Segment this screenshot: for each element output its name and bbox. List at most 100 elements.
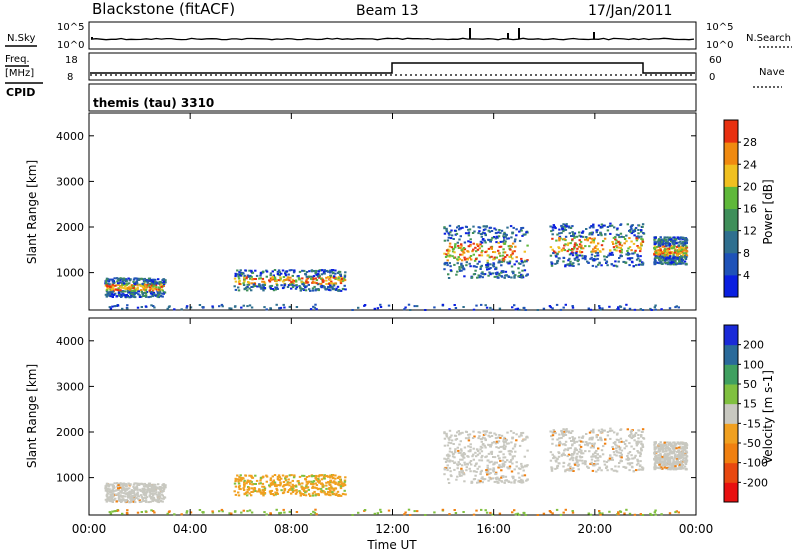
power-cell — [471, 250, 474, 253]
power-cell — [272, 289, 276, 292]
velocity-cell — [633, 513, 637, 516]
power-cell — [576, 260, 580, 263]
power-cell — [134, 296, 137, 299]
velocity-cell — [148, 488, 151, 491]
velocity-cell — [343, 482, 346, 485]
velocity-cell — [459, 452, 462, 454]
velocity-cell — [461, 455, 465, 458]
power-cell — [641, 262, 645, 265]
velocity-cell — [242, 487, 245, 490]
power-cell — [600, 234, 603, 237]
power-cell — [662, 240, 665, 242]
power-cell — [649, 307, 652, 310]
velocity-cell — [670, 455, 673, 458]
power-cell — [552, 224, 555, 227]
noise-spikes — [91, 28, 595, 39]
power-cell — [681, 251, 684, 254]
power-cell — [640, 263, 644, 266]
velocity-cell — [147, 489, 151, 492]
velocity-cell — [129, 483, 132, 486]
power-cell — [616, 246, 619, 249]
velocity-cell — [685, 457, 688, 460]
power-cell — [467, 232, 470, 235]
velocity-cell — [108, 483, 111, 486]
velocity-cell — [274, 491, 278, 494]
velocity-cell — [569, 465, 572, 468]
velocity-cell — [615, 438, 619, 441]
velocity-cell — [525, 436, 528, 439]
noise-panel: N.Sky 10^5 10^0 10^5 10^0 N.Search — [5, 21, 792, 51]
velocity-cell — [443, 457, 446, 460]
power-cell — [317, 273, 320, 276]
power-cell — [681, 248, 684, 251]
velocity-cell — [485, 511, 489, 514]
power-cell — [124, 278, 128, 281]
velocity-cell — [666, 467, 669, 469]
power-cell — [659, 249, 663, 252]
velocity-cell — [146, 486, 149, 489]
velocity-cell — [376, 512, 379, 515]
power-cell — [288, 279, 291, 282]
power-cell — [620, 251, 623, 254]
velocity-cell — [233, 510, 237, 513]
power-cell — [144, 305, 148, 308]
power-cell — [514, 245, 517, 248]
velocity-cell — [332, 476, 335, 479]
power-cell — [129, 295, 132, 298]
velocity-cell — [334, 487, 337, 490]
velocity-cell — [106, 498, 109, 501]
power-cell — [112, 282, 115, 285]
velocity-cell — [482, 433, 486, 436]
velocity-cell — [314, 482, 317, 485]
power-cell — [252, 283, 255, 286]
colorbar-tick-label: -200 — [743, 476, 768, 489]
power-cell — [517, 275, 520, 278]
power-cell — [506, 254, 509, 257]
velocity-cell — [324, 492, 327, 495]
velocity-cell — [121, 483, 124, 486]
power-cell — [143, 291, 146, 294]
velocity-cell — [250, 511, 254, 514]
power-cell — [636, 254, 639, 257]
velocity-cell — [157, 494, 160, 497]
velocity-cell — [327, 490, 330, 493]
velocity-cell — [454, 512, 458, 514]
velocity-cell — [480, 508, 483, 511]
velocity-cell — [681, 456, 684, 459]
power-cell — [490, 247, 493, 250]
velocity-cell — [305, 480, 308, 483]
velocity-cell — [511, 447, 515, 450]
velocity-cell — [150, 489, 154, 492]
velocity-cell — [242, 509, 245, 512]
power-cell — [620, 255, 623, 258]
velocity-colorbar-label: Velocity [m s-1] — [761, 370, 775, 464]
power-cell — [685, 239, 689, 242]
power-cell — [632, 265, 635, 268]
velocity-cell — [630, 462, 634, 465]
power-cell — [250, 306, 254, 309]
power-cell — [580, 251, 584, 254]
power-cell — [654, 308, 657, 311]
power-cell — [639, 246, 642, 249]
power-cell — [472, 248, 475, 251]
power-cell — [337, 276, 341, 279]
power-cell — [615, 249, 618, 252]
velocity-cell — [155, 493, 158, 496]
velocity-cell — [149, 497, 153, 500]
velocity-cell — [149, 500, 152, 503]
velocity-cell — [120, 489, 124, 492]
velocity-cell — [145, 490, 148, 493]
power-cell — [518, 230, 521, 233]
velocity-cell — [488, 435, 492, 438]
power-cell — [344, 288, 347, 291]
power-cell — [511, 257, 514, 260]
power-cell — [489, 240, 492, 243]
power-cell — [673, 243, 676, 246]
velocity-cell — [632, 447, 636, 450]
velocity-cell — [467, 439, 471, 442]
power-cell — [680, 246, 683, 249]
power-cell — [323, 269, 326, 272]
velocity-cell — [251, 476, 255, 479]
colorbar-tick-label: 15 — [743, 398, 757, 411]
power-cell — [343, 275, 347, 278]
